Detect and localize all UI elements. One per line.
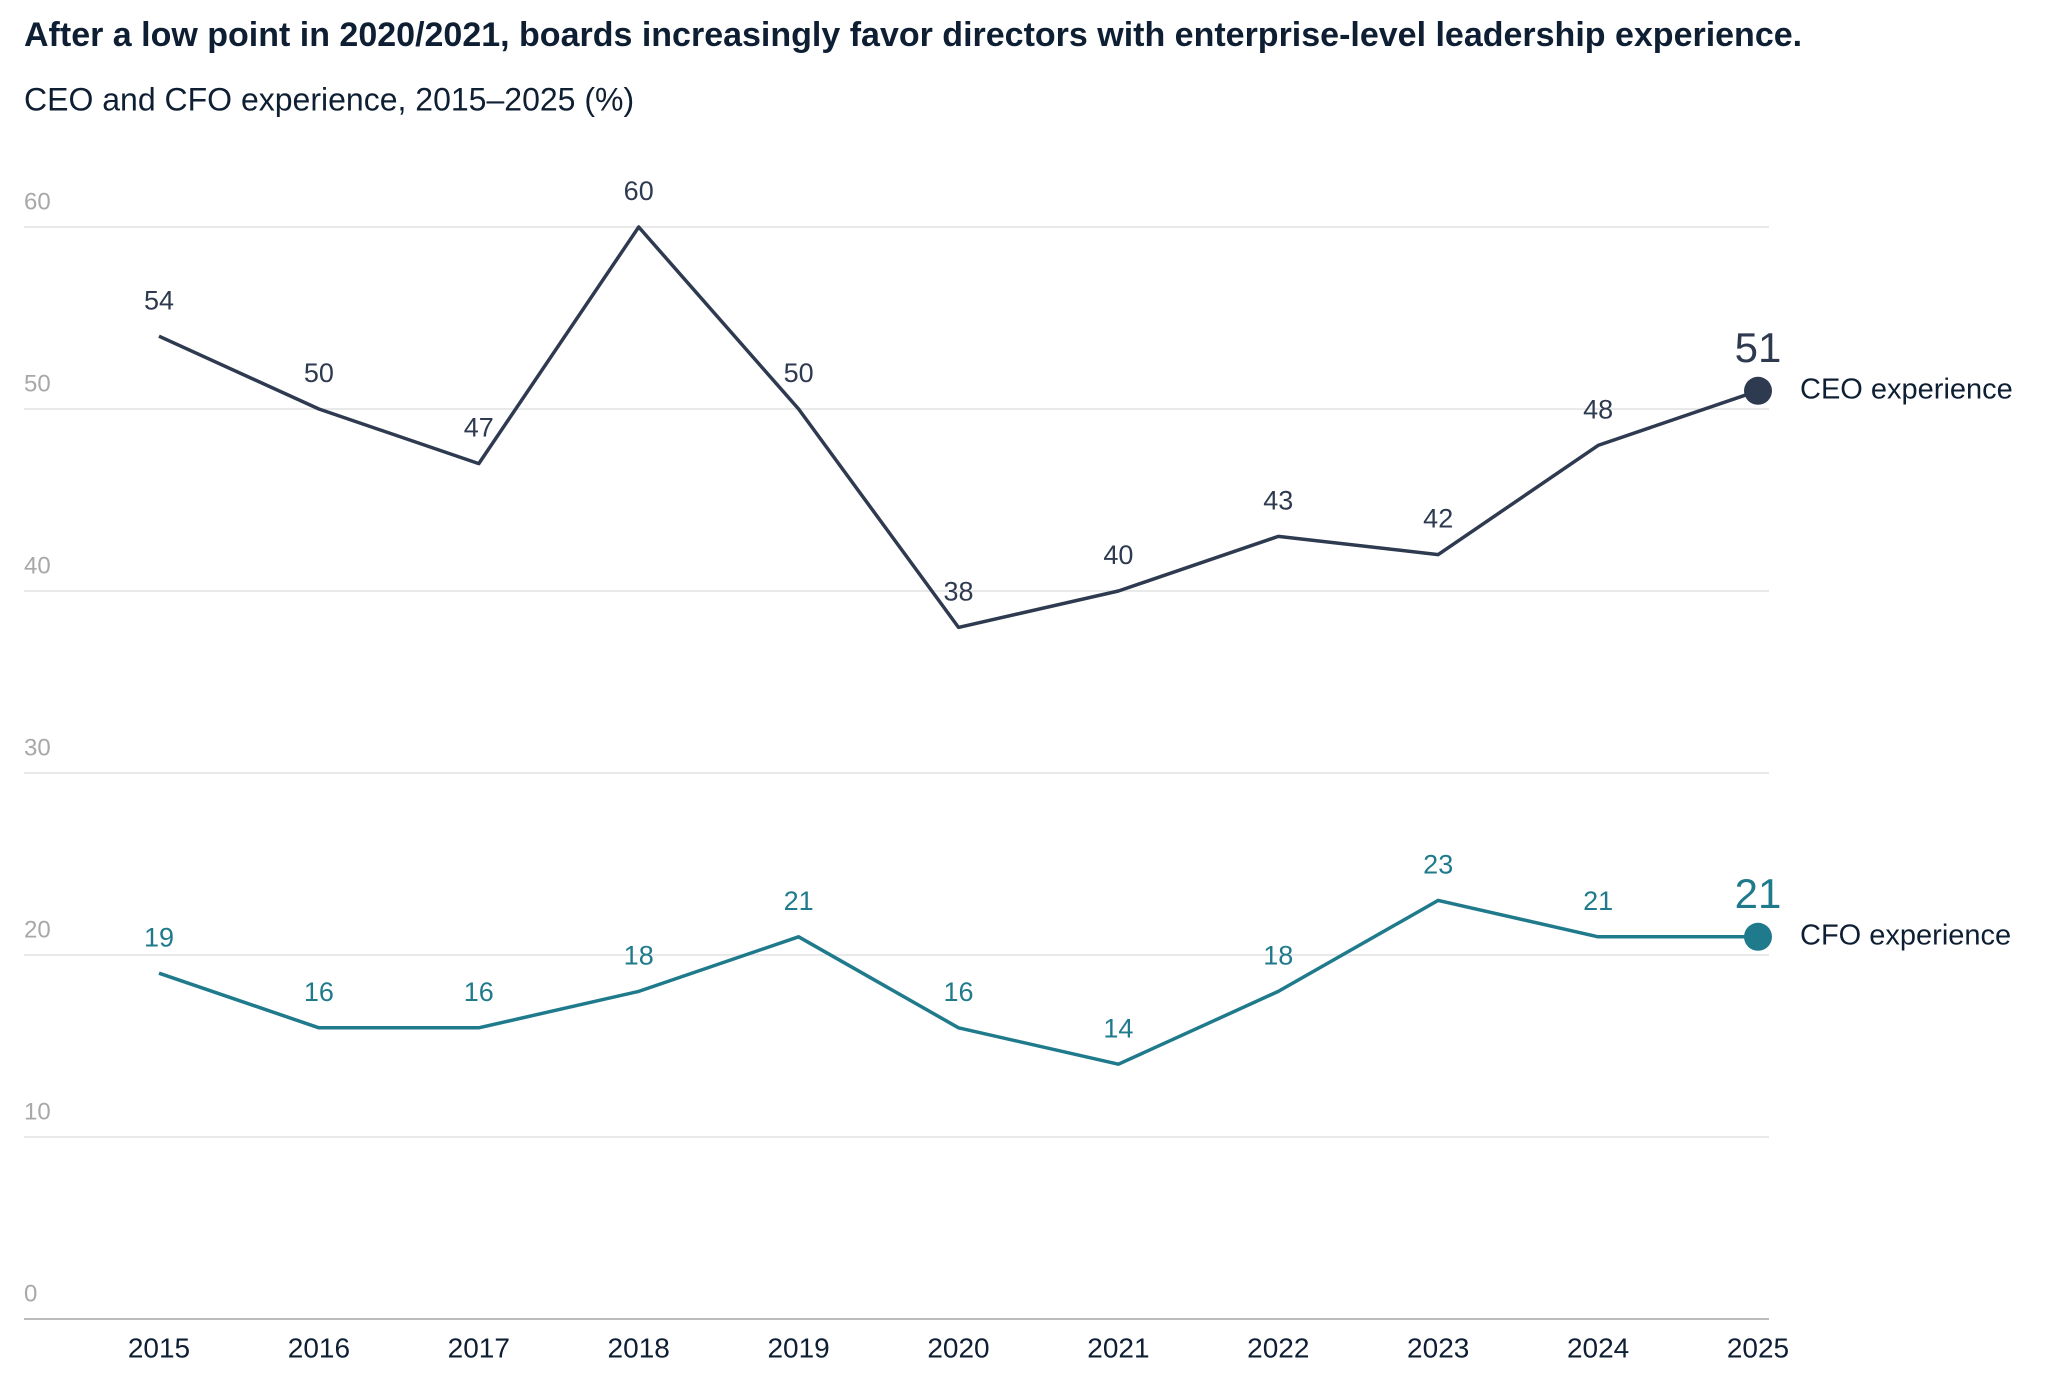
data-label: 42 [1423, 504, 1453, 534]
x-tick-label: 2024 [1567, 1332, 1629, 1363]
data-label: 18 [1263, 941, 1293, 971]
x-tick-label: 2020 [927, 1332, 989, 1363]
data-label: 54 [144, 285, 174, 315]
x-tick-label: 2025 [1727, 1332, 1789, 1363]
legend-label: CEO experience [1800, 373, 2013, 405]
data-label: 40 [1103, 540, 1133, 570]
data-label: 50 [304, 358, 334, 388]
x-tick-label: 2017 [448, 1332, 510, 1363]
data-label: 23 [1423, 850, 1453, 880]
data-label: 16 [464, 977, 494, 1007]
data-label: 21 [1735, 870, 1782, 917]
series-line [158, 898, 1758, 1066]
data-label: 51 [1735, 324, 1782, 371]
data-label: 21 [1583, 886, 1613, 916]
data-label: 16 [304, 977, 334, 1007]
y-tick-label: 50 [24, 370, 51, 397]
x-tick-label: 2015 [128, 1332, 190, 1363]
x-tick-label: 2016 [288, 1332, 350, 1363]
data-label: 50 [784, 358, 814, 388]
legend-label: CFO experience [1800, 919, 2011, 951]
y-tick-label: 10 [24, 1098, 51, 1125]
data-label: 18 [624, 941, 654, 971]
data-label: 43 [1263, 486, 1293, 516]
x-tick-label: 2019 [767, 1332, 829, 1363]
data-label: 19 [144, 922, 174, 952]
x-tick-label: 2018 [608, 1332, 670, 1363]
end-dot [1744, 922, 1772, 951]
y-tick-label: 60 [24, 188, 51, 215]
data-label: 38 [943, 577, 973, 607]
chart-title: After a low point in 2020/2021, boards i… [24, 16, 1802, 54]
y-tick-label: 40 [24, 552, 51, 579]
y-tick-label: 0 [24, 1280, 37, 1307]
data-label: 14 [1103, 1013, 1133, 1043]
data-label: 21 [784, 886, 814, 916]
x-tick-label: 2023 [1407, 1332, 1469, 1363]
chart-subtitle: CEO and CFO experience, 2015–2025 (%) [24, 81, 634, 117]
series-line [158, 225, 1759, 630]
x-tick-label: 2022 [1247, 1332, 1309, 1363]
data-label: 16 [943, 977, 973, 1007]
y-tick-label: 20 [24, 916, 51, 943]
end-dot [1744, 376, 1772, 405]
data-label: 47 [464, 413, 494, 443]
y-tick-label: 30 [24, 734, 51, 761]
data-label: 60 [624, 176, 654, 206]
data-label: 48 [1583, 395, 1613, 425]
x-tick-label: 2021 [1087, 1332, 1149, 1363]
